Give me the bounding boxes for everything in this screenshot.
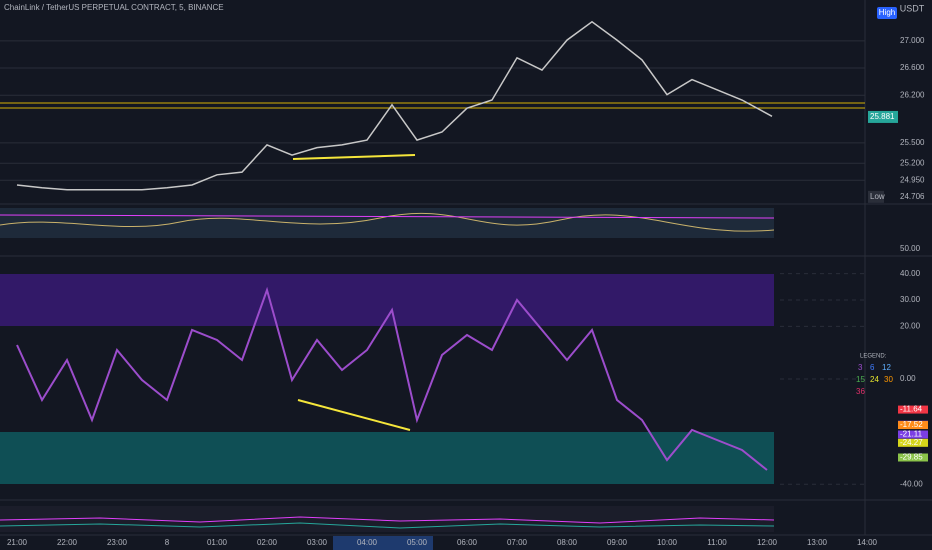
- legend-item: 15: [856, 375, 865, 384]
- price-tag-label: 25.881: [870, 112, 895, 121]
- x-tick-label: 01:00: [207, 538, 228, 547]
- x-tick-label: 10:00: [657, 538, 678, 547]
- y-tick-label: -40.00: [900, 479, 923, 488]
- low-value: 24.706: [900, 192, 925, 201]
- indicator-line: [0, 214, 775, 219]
- x-tick-label: 06:00: [457, 538, 478, 547]
- low-label: Low: [870, 192, 885, 201]
- x-tick-label: 22:00: [57, 538, 78, 547]
- bottom-line: [0, 522, 775, 529]
- legend-item: 12: [882, 363, 891, 372]
- value-tag: [898, 405, 928, 414]
- low-tag: [868, 190, 884, 203]
- y-tick-label: 26.600: [900, 63, 925, 72]
- y-tick-label: 25.500: [900, 138, 925, 147]
- value-tag: [898, 438, 928, 447]
- value-tag: [898, 430, 928, 439]
- osc-tick: 50.00: [900, 244, 921, 253]
- x-tick-label: 07:00: [507, 538, 528, 547]
- legend-title: LEGEND:: [860, 354, 887, 360]
- currency: USDT: [900, 3, 925, 13]
- indicator-pane: [0, 208, 774, 238]
- price-tag: [868, 110, 898, 123]
- value-tag-label: -11.64: [900, 405, 923, 414]
- x-tick-label: 09:00: [607, 538, 628, 547]
- x-tick-label: 23:00: [107, 538, 128, 547]
- legend-item: 3: [858, 363, 863, 372]
- x-tick-label: 08:00: [557, 538, 578, 547]
- value-tag-label: -17.52: [900, 420, 923, 429]
- x-tick-label: 04:00: [357, 538, 378, 547]
- legend-item: 24: [870, 375, 879, 384]
- value-tag-label: -29.85: [900, 453, 923, 462]
- y-tick-label: 20.00: [900, 321, 921, 330]
- value-tag-label: -24.27: [900, 438, 923, 447]
- value-tag: [898, 421, 928, 430]
- y-tick-label: 0.00: [900, 374, 916, 383]
- x-tick-label: 05:00: [407, 538, 428, 547]
- value-tag-label: -21.11: [900, 430, 923, 439]
- x-tick-label: 21:00: [7, 538, 28, 547]
- high-label: High: [879, 8, 895, 17]
- y-tick-label: 25.200: [900, 158, 925, 167]
- x-tick-label: 11:00: [707, 538, 727, 547]
- x-tick-label: 02:00: [257, 538, 278, 547]
- series-line: [16, 20, 773, 191]
- legend-item: 36: [856, 387, 865, 396]
- x-tick-label: 03:00: [307, 538, 328, 547]
- y-tick-label: 30.00: [900, 295, 921, 304]
- lower-zone: [0, 432, 774, 484]
- indicator-line: [0, 212, 775, 232]
- high-tag: [877, 7, 897, 19]
- x-tick-label: 8: [165, 538, 170, 547]
- x-tick-label: 14:00: [857, 538, 878, 547]
- value-tag: [898, 453, 928, 462]
- legend-item: 6: [870, 363, 875, 372]
- trend-line: [292, 154, 416, 160]
- legend-item: 30: [884, 375, 893, 384]
- y-tick-label: 24.950: [900, 175, 925, 184]
- bottom-line: [0, 516, 775, 524]
- chart-title: ChainLink / TetherUS PERPETUAL CONTRACT,…: [4, 3, 224, 12]
- y-tick-label: 26.200: [900, 90, 925, 99]
- trend-line: [297, 399, 411, 431]
- y-tick-label: 27.000: [900, 36, 925, 45]
- x-tick-label: 12:00: [757, 538, 778, 547]
- series-line: [16, 286, 768, 471]
- x-tick-label: 13:00: [807, 538, 828, 547]
- time-highlight: [333, 536, 433, 550]
- y-tick-label: 40.00: [900, 269, 921, 278]
